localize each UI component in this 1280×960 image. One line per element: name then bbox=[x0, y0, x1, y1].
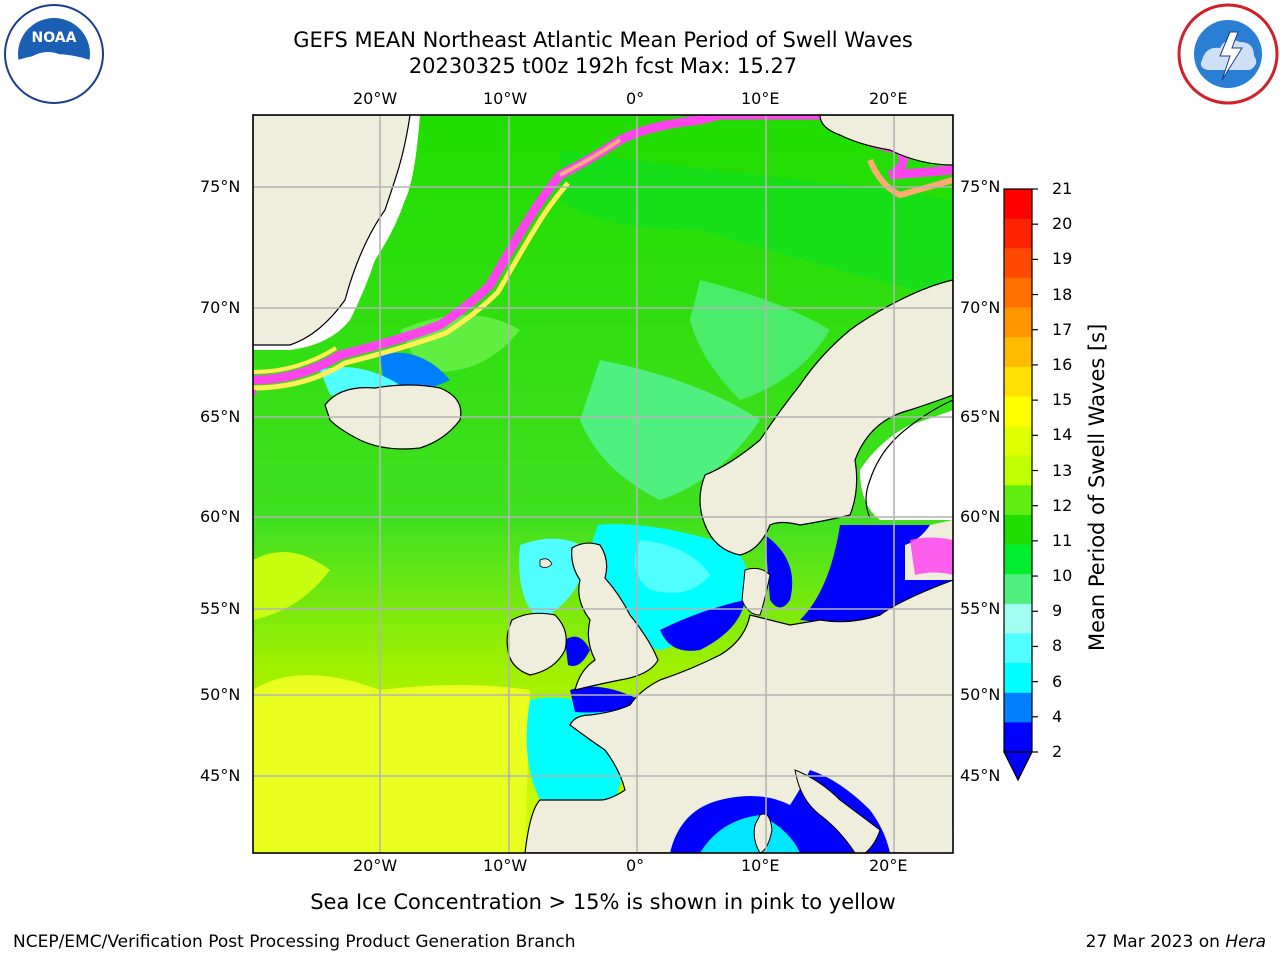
lat-label-left-70n: 70°N bbox=[200, 298, 241, 317]
lat-label-left-55n: 55°N bbox=[200, 599, 241, 618]
colorbar-title: Mean Period of Swell Waves [s] bbox=[1085, 323, 1109, 651]
lat-label-right-50n: 50°N bbox=[960, 685, 1001, 704]
colorbar-tick-label: 16 bbox=[1052, 354, 1073, 374]
svg-text:NOAA: NOAA bbox=[32, 30, 77, 46]
nws-logo bbox=[1177, 3, 1279, 105]
colorbar-swatch bbox=[1004, 277, 1032, 309]
lat-label-right-75n: 75°N bbox=[960, 177, 1001, 196]
colorbar-tick-label: 14 bbox=[1052, 425, 1073, 445]
footer-credit: NCEP/EMC/Verification Post Processing Pr… bbox=[13, 932, 576, 952]
sea-ice-caption: Sea Ice Concentration > 15% is shown in … bbox=[310, 890, 896, 914]
colorbar-tick-label: 4 bbox=[1052, 706, 1063, 726]
colorbar-tick-label: 21 bbox=[1052, 179, 1073, 198]
greenland-land bbox=[253, 115, 411, 346]
colorbar-swatch bbox=[1004, 722, 1032, 753]
colorbar-tick-label: 13 bbox=[1052, 460, 1073, 480]
footer-date: 27 Mar 2023 on Hera bbox=[1086, 932, 1266, 952]
colorbar-swatch bbox=[1004, 574, 1032, 605]
lat-label-left-75n: 75°N bbox=[200, 177, 241, 196]
colorbar-swatch bbox=[1004, 307, 1032, 338]
colorbar-swatch bbox=[1004, 692, 1032, 723]
noaa-logo: NOAA bbox=[4, 4, 104, 104]
ireland-land bbox=[506, 612, 567, 676]
colorbar-tick-label: 17 bbox=[1052, 319, 1073, 339]
colorbar-tick-label: 11 bbox=[1052, 530, 1073, 550]
colorbar-tick-label: 10 bbox=[1052, 566, 1073, 586]
colorbar-swatch bbox=[1004, 189, 1032, 220]
colorbar-swatch bbox=[1004, 603, 1032, 634]
footer-host: Hera bbox=[1225, 932, 1266, 952]
lat-label-right-45n: 45°N bbox=[960, 766, 1001, 785]
colorbar-swatch bbox=[1004, 663, 1032, 694]
lat-label-left-50n: 50°N bbox=[200, 685, 241, 704]
colorbar-swatch bbox=[1004, 426, 1032, 457]
gulf-bothnia-ice bbox=[860, 410, 953, 520]
lon-label-top-20w: 20°W bbox=[353, 89, 398, 108]
lon-label-top-20e: 20°E bbox=[869, 89, 908, 108]
chart-subtitle: 20230325 t00z 192h fcst Max: 15.27 bbox=[408, 54, 798, 78]
lon-label-top-10e: 10°E bbox=[741, 89, 780, 108]
colorbar-swatch bbox=[1004, 337, 1032, 368]
colorbar-swatch bbox=[1004, 455, 1032, 486]
colorbar-tick-label: 19 bbox=[1052, 249, 1073, 269]
map-frame bbox=[252, 114, 954, 854]
colorbar-tick-label: 18 bbox=[1052, 284, 1073, 304]
colorbar-swatch bbox=[1004, 396, 1032, 427]
lat-label-right-70n: 70°N bbox=[960, 298, 1001, 317]
lon-label-top-10w: 10°W bbox=[483, 89, 528, 108]
lon-label-bottom-20w: 20°W bbox=[353, 856, 398, 875]
lon-label-top-0: 0° bbox=[626, 89, 645, 108]
lat-label-left-60n: 60°N bbox=[200, 507, 241, 526]
lat-label-right-60n: 60°N bbox=[960, 507, 1001, 526]
colorbar-swatch bbox=[1004, 633, 1032, 664]
colorbar-swatch bbox=[1004, 248, 1032, 279]
colorbar-swatch bbox=[1004, 366, 1032, 397]
colorbar-swatch bbox=[1004, 544, 1032, 575]
lon-label-bottom-0: 0° bbox=[626, 856, 645, 875]
lon-label-bottom-10w: 10°W bbox=[483, 856, 528, 875]
colorbar-tick-label: 2 bbox=[1052, 742, 1063, 761]
europe-land bbox=[524, 579, 953, 853]
high-period-region bbox=[253, 675, 530, 853]
lon-label-bottom-10e: 10°E bbox=[741, 856, 780, 875]
colorbar-tick-label: 8 bbox=[1052, 636, 1063, 656]
lon-label-bottom-20e: 20°E bbox=[869, 856, 908, 875]
lat-label-left-45n: 45°N bbox=[200, 766, 241, 785]
colorbar-swatch bbox=[1004, 485, 1032, 516]
chart-title: GEFS MEAN Northeast Atlantic Mean Period… bbox=[293, 28, 913, 52]
colorbar-tick-label: 15 bbox=[1052, 390, 1073, 410]
footer-date-text: 27 Mar 2023 on bbox=[1085, 932, 1226, 952]
lat-label-right-65n: 65°N bbox=[960, 407, 1001, 426]
colorbar bbox=[1003, 188, 1038, 782]
colorbar-tick-label: 12 bbox=[1052, 495, 1073, 515]
colorbar-swatch bbox=[1004, 514, 1032, 546]
svalbard-land bbox=[819, 115, 953, 166]
lat-label-left-65n: 65°N bbox=[200, 407, 241, 426]
graticule bbox=[253, 115, 953, 853]
colorbar-swatch bbox=[1004, 218, 1032, 249]
colorbar-extend-arrow bbox=[1003, 751, 1033, 782]
colorbar-tick-label: 20 bbox=[1052, 214, 1073, 234]
lat-label-right-55n: 55°N bbox=[960, 599, 1001, 618]
colorbar-tick-label: 9 bbox=[1052, 601, 1063, 621]
colorbar-tick-label: 6 bbox=[1052, 671, 1063, 691]
